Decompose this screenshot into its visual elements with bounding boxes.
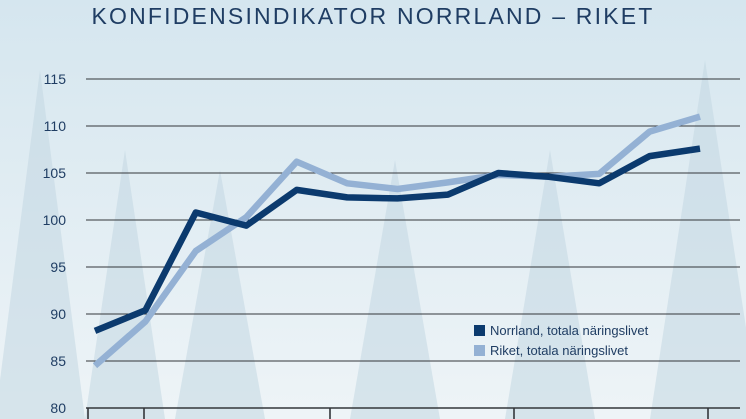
x-axis-frame: [86, 407, 740, 419]
series-lines: [92, 113, 701, 369]
y-tick-label: 95: [50, 259, 66, 275]
snowy-trees-background: [0, 60, 746, 419]
legend-swatch-norrland: [474, 325, 485, 336]
legend-label-norrland: Norrland, totala näringslivet: [490, 323, 649, 338]
y-tick-label: 105: [43, 165, 67, 181]
y-tick-label: 115: [44, 71, 67, 87]
y-tick-label: 110: [44, 118, 67, 134]
legend-label-riket: Riket, totala näringslivet: [490, 343, 628, 358]
y-tick-label: 80: [50, 400, 66, 416]
y-tick-label: 85: [50, 353, 66, 369]
y-tick-label: 100: [43, 212, 67, 228]
y-axis-tick-labels: 80 85 90 95 100 105 110 115: [43, 71, 67, 416]
legend-swatch-riket: [474, 345, 485, 356]
grid-lines: [86, 78, 740, 362]
chart-title: KONFIDENSINDIKATOR NORRLAND – RIKET: [91, 3, 654, 29]
legend: Norrland, totala näringslivet Riket, tot…: [474, 323, 649, 358]
y-tick-label: 90: [50, 306, 66, 322]
